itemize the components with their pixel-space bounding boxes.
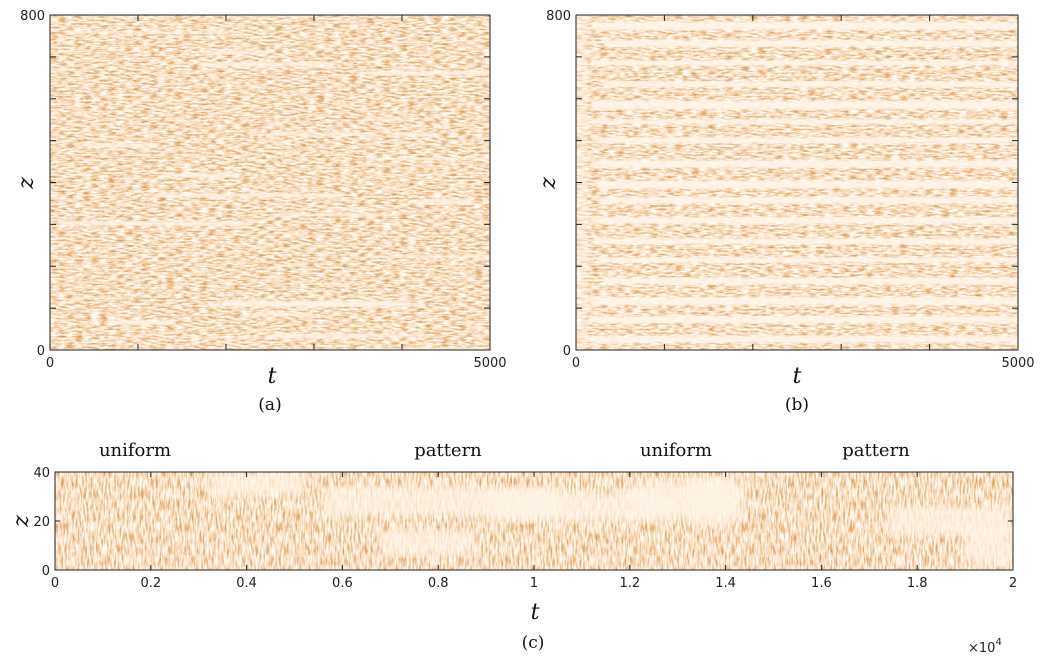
y-tick-label: 800	[546, 9, 571, 24]
caption: (c)	[522, 633, 545, 653]
stripe	[592, 160, 1018, 168]
x-axis-label: t	[531, 600, 540, 625]
streak	[371, 157, 490, 161]
x-scale-factor: ×104	[968, 637, 1002, 656]
x-tick-label: 5000	[1001, 356, 1034, 371]
streak	[305, 303, 427, 307]
streak	[356, 348, 488, 350]
regime-label: uniform	[99, 440, 171, 461]
stripe	[589, 335, 1018, 343]
x-tick-label: 1	[530, 576, 538, 591]
plot-area: 0 5000 0 800 t z (a)	[14, 9, 507, 415]
x-tick-label: 2	[1009, 576, 1017, 591]
streak	[366, 70, 490, 76]
stripe	[595, 238, 1018, 245]
streak	[416, 199, 473, 205]
streak	[200, 50, 269, 55]
y-tick-label: 0	[37, 344, 45, 359]
streak	[108, 319, 174, 325]
streak	[200, 62, 335, 67]
regime-label: uniform	[640, 440, 712, 461]
caption: (a)	[258, 395, 281, 415]
x-scale-exponent: 4	[995, 637, 1001, 648]
stripe	[596, 257, 1018, 263]
x-tick-label: 5000	[473, 356, 506, 371]
streak	[176, 336, 362, 339]
streak	[369, 255, 490, 259]
field	[576, 15, 1018, 350]
regime-label: pattern	[414, 440, 482, 461]
stripe	[591, 216, 1018, 224]
x-tick-label: 0	[46, 356, 54, 371]
y-axis-label: z	[536, 177, 561, 190]
y-tick-label: 20	[33, 515, 50, 530]
streak	[83, 143, 159, 148]
y-axis-label: z	[14, 177, 39, 190]
stripe	[603, 81, 1018, 88]
streak	[226, 15, 317, 18]
stripe	[586, 119, 1018, 125]
x-tick-label: 0	[51, 576, 59, 591]
regime-label: pattern	[842, 440, 910, 461]
laminar-patch	[965, 525, 1013, 566]
stripe	[599, 196, 1018, 204]
stripe	[592, 100, 1018, 110]
y-tick-label: 0	[42, 564, 50, 579]
x-scale-base: ×10	[968, 641, 995, 656]
streak	[365, 118, 408, 121]
stripe	[597, 137, 1018, 144]
texture	[50, 15, 490, 350]
x-tick-label: 0.8	[428, 576, 449, 591]
streak	[269, 213, 387, 217]
x-tick-label: 1.8	[907, 576, 928, 591]
streak	[161, 173, 237, 178]
x-tick-label: 0.2	[140, 576, 161, 591]
caption: (b)	[785, 395, 809, 415]
streak	[151, 193, 346, 198]
x-tick-label: 1.2	[619, 576, 640, 591]
x-tick-label: 1.4	[715, 576, 736, 591]
x-axis-label: t	[268, 364, 277, 389]
streak	[59, 221, 252, 226]
x-tick-label: 0.6	[332, 576, 353, 591]
streak	[256, 312, 313, 316]
x-tick-label: 1.6	[811, 576, 832, 591]
y-tick-label: 40	[33, 466, 50, 481]
y-axis-label: z	[9, 515, 34, 528]
streak	[70, 31, 243, 34]
streak	[332, 207, 375, 212]
stripe	[590, 60, 1018, 66]
streak	[221, 300, 411, 306]
stripe	[590, 297, 1018, 306]
x-tick-label: 0.4	[236, 576, 257, 591]
streak	[268, 132, 369, 136]
stripe	[595, 180, 1018, 189]
stripe	[603, 40, 1018, 48]
stripe	[602, 277, 1018, 285]
x-tick-label: 0	[572, 356, 580, 371]
plot-area: 0 5000 0 800 t z (b)	[536, 9, 1035, 415]
stripe	[588, 315, 1018, 324]
y-tick-label: 800	[20, 9, 45, 24]
x-axis-label: t	[793, 364, 802, 389]
field	[50, 15, 490, 350]
y-tick-label: 0	[563, 344, 571, 359]
streak	[396, 132, 437, 137]
stripe	[591, 21, 1018, 30]
laminar-patch	[380, 530, 477, 556]
field	[55, 472, 1013, 570]
laminar-patch	[208, 472, 305, 497]
streak	[267, 333, 417, 338]
laminar-patch	[687, 476, 736, 526]
